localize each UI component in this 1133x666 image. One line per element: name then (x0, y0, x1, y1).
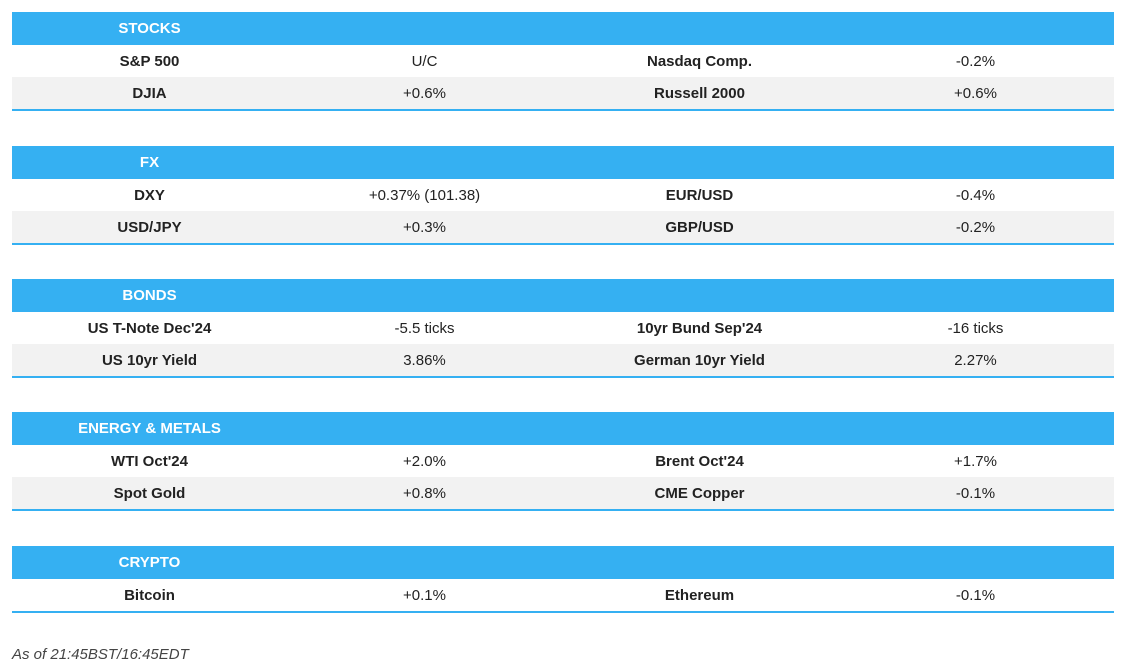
instrument-value: 2.27% (954, 351, 997, 369)
instrument-label: 10yr Bund Sep'24 (636, 319, 763, 337)
instrument-label: Brent Oct'24 (655, 452, 744, 470)
table-row: Spot Gold +0.8% CME Copper -0.1% (12, 477, 1114, 509)
section-header: FX (12, 146, 1114, 179)
table-row: DJIA +0.6% Russell 2000 +0.6% (12, 77, 1114, 109)
section-divider (12, 243, 1114, 245)
section-title: CRYPTO (118, 554, 181, 571)
table-row: DXY +0.37% (101.38) EUR/USD -0.4% (12, 179, 1114, 211)
instrument-label: DXY (134, 186, 165, 204)
energy-metals-section: ENERGY & METALS WTI Oct'24 +2.0% Brent O… (12, 412, 1114, 511)
instrument-value: 3.86% (403, 351, 446, 369)
instrument-label: German 10yr Yield (634, 351, 765, 369)
instrument-label: Bitcoin (124, 586, 175, 604)
section-header: ENERGY & METALS (12, 412, 1114, 445)
instrument-value: U/C (411, 52, 438, 70)
instrument-label: CME Copper (654, 484, 745, 502)
instrument-label: Ethereum (664, 586, 735, 604)
table-row: S&P 500 U/C Nasdaq Comp. -0.2% (12, 45, 1114, 77)
instrument-label: WTI Oct'24 (111, 452, 188, 470)
table-row: US T-Note Dec'24 -5.5 ticks 10yr Bund Se… (12, 312, 1114, 344)
section-title: ENERGY & METALS (78, 420, 221, 437)
section-divider (12, 109, 1114, 111)
instrument-label: USD/JPY (117, 218, 182, 236)
section-header: CRYPTO (12, 546, 1114, 579)
instrument-value: +0.6% (954, 84, 997, 102)
instrument-value: -0.4% (955, 186, 996, 204)
instrument-value: +0.3% (403, 218, 446, 236)
bonds-section: BONDS US T-Note Dec'24 -5.5 ticks 10yr B… (12, 279, 1114, 378)
table-row: Bitcoin +0.1% Ethereum -0.1% (12, 579, 1114, 611)
section-divider (12, 376, 1114, 378)
section-divider (12, 509, 1114, 511)
instrument-label: Nasdaq Comp. (646, 52, 752, 70)
instrument-value: +0.1% (403, 586, 446, 604)
timestamp-footer: As of 21:45BST/16:45EDT (12, 646, 189, 663)
instrument-value: -0.1% (955, 484, 996, 502)
instrument-label: Spot Gold (113, 484, 186, 502)
instrument-value: -16 ticks (947, 319, 1004, 337)
section-title: FX (139, 154, 160, 171)
section-title: STOCKS (118, 20, 181, 37)
table-row: USD/JPY +0.3% GBP/USD -0.2% (12, 211, 1114, 243)
instrument-value: +0.37% (101.38) (368, 186, 481, 204)
instrument-value: +1.7% (954, 452, 997, 470)
instrument-label: Russell 2000 (654, 84, 745, 102)
instrument-value: +0.8% (403, 484, 446, 502)
section-header: STOCKS (12, 12, 1114, 45)
instrument-value: +0.6% (403, 84, 446, 102)
instrument-label: EUR/USD (665, 186, 734, 204)
section-title: BONDS (122, 287, 177, 304)
stocks-section: STOCKS S&P 500 U/C Nasdaq Comp. -0.2% DJ… (12, 12, 1114, 111)
crypto-section: CRYPTO Bitcoin +0.1% Ethereum -0.1% (12, 546, 1114, 613)
instrument-label: DJIA (132, 84, 167, 102)
instrument-value: -0.2% (955, 218, 996, 236)
section-header: BONDS (12, 279, 1114, 312)
table-row: US 10yr Yield 3.86% German 10yr Yield 2.… (12, 344, 1114, 376)
instrument-label: S&P 500 (119, 52, 180, 70)
instrument-label: US 10yr Yield (101, 351, 198, 369)
fx-section: FX DXY +0.37% (101.38) EUR/USD -0.4% USD… (12, 146, 1114, 245)
instrument-label: US T-Note Dec'24 (87, 319, 212, 337)
section-divider (12, 611, 1114, 613)
instrument-value: -0.1% (955, 586, 996, 604)
instrument-value: +2.0% (403, 452, 446, 470)
instrument-label: GBP/USD (665, 218, 734, 236)
table-row: WTI Oct'24 +2.0% Brent Oct'24 +1.7% (12, 445, 1114, 477)
instrument-value: -0.2% (955, 52, 996, 70)
instrument-value: -5.5 ticks (394, 319, 455, 337)
